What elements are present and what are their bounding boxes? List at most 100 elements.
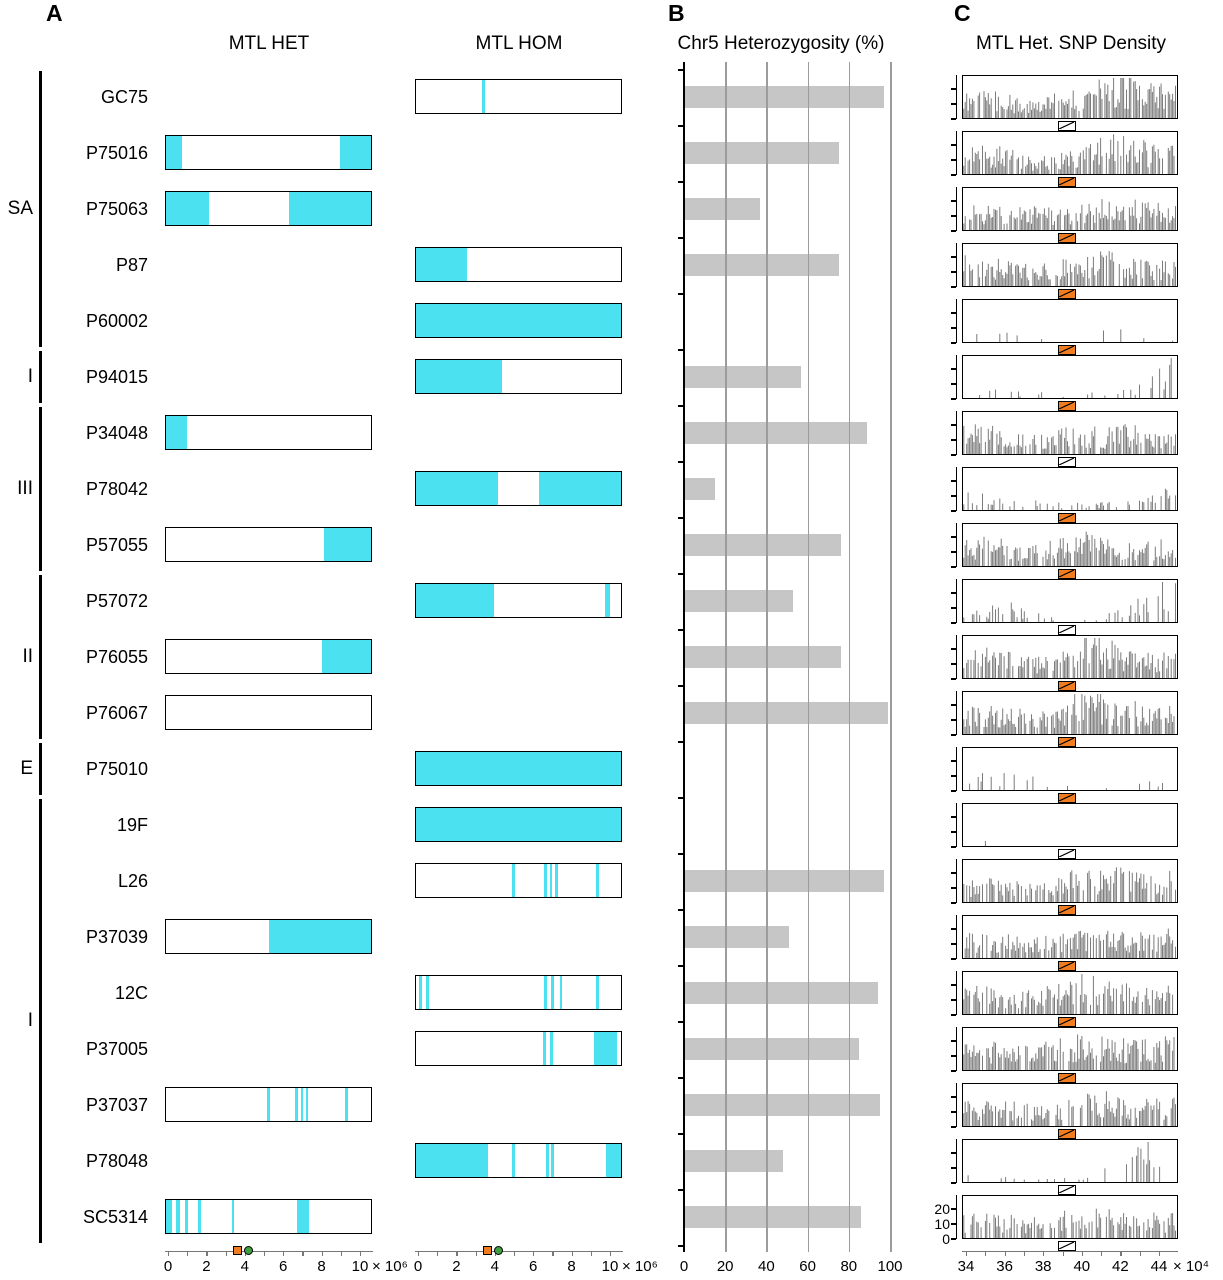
loh-region — [296, 1200, 310, 1233]
snp-density-y-tick — [951, 678, 956, 680]
snp-density-plot — [962, 75, 1178, 119]
snp-density-y-axis — [956, 299, 958, 343]
loh-region — [559, 976, 562, 1009]
snp-density-y-tick — [951, 327, 956, 329]
panel-b-y-tick — [677, 461, 683, 463]
heterozygosity-bar — [684, 702, 888, 724]
loh-region — [481, 80, 485, 113]
group-label-e: E — [20, 758, 33, 779]
snp-density-x-tick — [1043, 1251, 1045, 1256]
marker-slash-icon — [1059, 1130, 1074, 1137]
snp-density-y-tick — [951, 1014, 956, 1016]
snp-density-y-tick — [951, 495, 956, 497]
strain-label: P60002 — [85, 311, 148, 331]
mtl-genotype-marker-icon-orange — [1058, 1017, 1076, 1027]
chromosome-axis-tick — [168, 1251, 170, 1256]
panel-b-y-tick — [677, 685, 683, 687]
chromosome-axis-tick-label: 4 — [240, 1258, 249, 1275]
mtl-genotype-marker-icon-orange — [1058, 513, 1076, 523]
loh-region — [294, 1088, 298, 1121]
snp-density-bars — [967, 1142, 1161, 1182]
heterozygosity-bar — [684, 1206, 862, 1228]
loh-region — [416, 248, 468, 281]
panel-b-y-tick — [677, 181, 683, 183]
group-bracket-ii — [39, 575, 42, 739]
snp-density-y-tick — [951, 984, 956, 986]
chromosome-axis-tick-label: 2 — [452, 1258, 461, 1275]
marker-slash-icon — [1059, 1018, 1074, 1025]
centromere-circle-icon — [244, 1246, 254, 1255]
panel-c-label: C — [954, 0, 971, 26]
panel-b-y-tick — [677, 797, 683, 799]
snp-density-x-tick — [1139, 1251, 1141, 1256]
marker-slash-icon — [1059, 570, 1074, 577]
strain-label: P37005 — [85, 1039, 148, 1059]
snp-density-y-tick — [951, 958, 956, 960]
heterozygosity-bar — [684, 982, 878, 1004]
snp-density-bars — [963, 1034, 1175, 1070]
chromosome-axis-tick — [340, 1251, 342, 1256]
loh-region — [345, 1088, 349, 1121]
snp-density-x-tick-label: 36 — [996, 1258, 1013, 1275]
snp-density-bars — [963, 251, 1176, 286]
snp-density-y-tick — [951, 271, 956, 273]
loh-region — [198, 1200, 201, 1233]
snp-density-x-tick — [1004, 1251, 1006, 1256]
snp-density-plot — [962, 915, 1178, 959]
loh-region — [551, 976, 555, 1009]
chromosome-axis-tick — [283, 1251, 285, 1256]
mtl-genotype-marker-icon-orange — [1058, 1129, 1076, 1139]
chromosome-axis-tick — [552, 1251, 554, 1256]
snp-density-y-axis — [956, 915, 958, 959]
snp-density-x-tick-label: 42 — [1112, 1258, 1129, 1275]
chromosome-map-het — [165, 695, 372, 730]
chromosome-axis-tick-label: 10 — [351, 1258, 369, 1275]
snp-density-bars — [969, 773, 1163, 790]
panel-b-y-tick — [677, 293, 683, 295]
strain-label: 12C — [114, 983, 148, 1003]
marker-slash-icon — [1059, 738, 1074, 745]
loh-region — [266, 1088, 270, 1121]
heterozygosity-bar — [684, 590, 794, 612]
chromosome-map-hom — [415, 1143, 622, 1178]
loh-region — [232, 1200, 235, 1233]
chromosome-axis-tick-label: 4 — [490, 1258, 499, 1275]
panel-b-y-tick — [677, 69, 683, 71]
snp-density-y-tick — [951, 887, 956, 889]
chromosome-map-hom — [415, 303, 622, 338]
snp-density-y-axis — [956, 411, 958, 455]
chromosome-map-hom — [415, 583, 622, 618]
mtl-genotype-marker-icon-orange — [1058, 961, 1076, 971]
heterozygosity-bar — [684, 142, 839, 164]
chromosome-axis-tick — [360, 1251, 362, 1256]
loh-region — [426, 976, 430, 1009]
loh-region — [416, 752, 621, 785]
snp-density-y-tick — [951, 454, 956, 456]
snp-density-y-tick — [951, 592, 956, 594]
mtl-het-column-title: MTL HET — [228, 33, 310, 54]
marker-slash-icon — [1059, 290, 1074, 297]
strain-label: P94015 — [85, 367, 148, 387]
marker-slash-icon — [1059, 178, 1074, 185]
snp-density-y-axis — [956, 803, 958, 847]
loh-region — [176, 1200, 180, 1233]
snp-density-y-tick — [951, 103, 956, 105]
mtl-genotype-marker-icon-white — [1058, 121, 1076, 131]
group-label-i: I — [27, 366, 33, 387]
snp-density-y-tick — [951, 174, 956, 176]
chromosome-map-het — [165, 527, 372, 562]
strain-label: P87 — [115, 255, 148, 275]
strain-label: P57072 — [85, 591, 148, 611]
snp-density-plot — [962, 1027, 1178, 1071]
panel-b-y-tick — [677, 1245, 683, 1247]
panel-b-x-tick-label: 20 — [716, 1258, 734, 1275]
strain-label: 19F — [116, 815, 148, 835]
mtl-genotype-marker-icon-white — [1058, 457, 1076, 467]
heterozygosity-bar — [684, 422, 868, 444]
snp-density-y-axis — [956, 579, 958, 623]
snp-density-y-tick — [951, 286, 956, 288]
chromosome-map-hom — [415, 79, 622, 114]
marker-slash-icon — [1059, 794, 1074, 801]
snp-density-y-tick — [951, 424, 956, 426]
group-bracket-i — [39, 351, 42, 403]
